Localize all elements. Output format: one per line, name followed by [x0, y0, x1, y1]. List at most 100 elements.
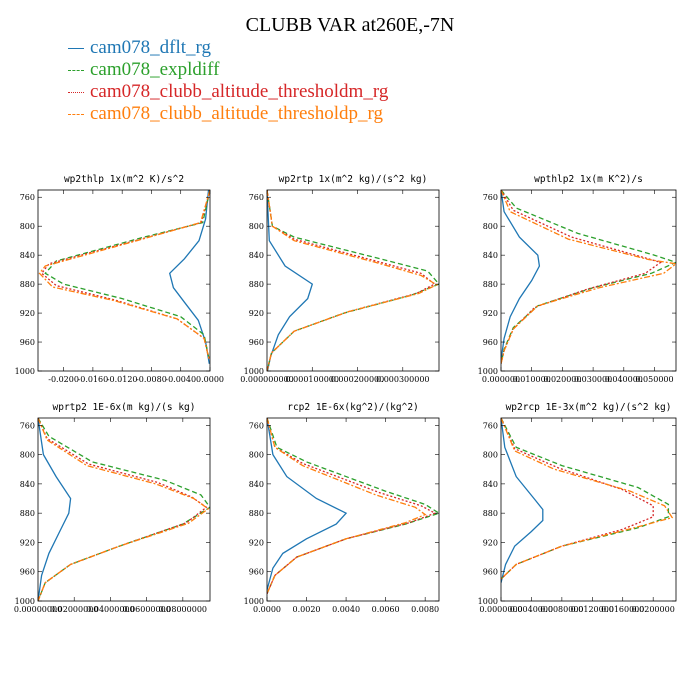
y-tick-label: 920: [483, 309, 498, 318]
y-tick-label: 760: [249, 421, 264, 430]
series-line: [267, 190, 439, 371]
y-tick-label: 1000: [244, 367, 264, 376]
x-tick-label: 0.050000: [635, 375, 673, 384]
x-tick-label: 0.0200000: [632, 605, 675, 614]
panel-title: wp2thlp 1x(m^2 K)/s^2: [64, 174, 184, 185]
y-tick-label: 760: [483, 421, 498, 430]
x-tick-label: 0.0000: [253, 605, 281, 614]
y-tick-label: 1000: [15, 597, 35, 606]
x-tick-label: 0.000100000: [286, 375, 339, 384]
legend-label: cam078_clubb_altitude_thresholdm_rg: [90, 81, 389, 102]
x-tick-label: 0.000300000: [376, 375, 429, 384]
y-tick-label: 800: [483, 222, 498, 231]
chart-panel: wp2thlp 1x(m^2 K)/s^2 760 800 840 880 920 960 1…: [15, 174, 224, 384]
series-line: [267, 418, 439, 594]
series-line: [168, 190, 210, 364]
x-tick-label: 0.0000000: [479, 605, 522, 614]
y-tick-label: 1000: [478, 597, 498, 606]
legend-swatch: [68, 48, 84, 49]
series-line: [267, 418, 348, 591]
y-tick-label: 960: [249, 568, 264, 577]
series-line: [38, 418, 210, 601]
y-tick-label: 880: [20, 509, 35, 518]
x-tick-label: 0.000000000: [240, 375, 293, 384]
y-tick-label: 1000: [15, 367, 35, 376]
series-line: [38, 418, 208, 601]
y-tick-label: 960: [483, 338, 498, 347]
x-tick-label: 0.0120000: [571, 605, 614, 614]
y-tick-label: 880: [249, 280, 264, 289]
series-line: [40, 190, 210, 361]
legend-swatch: [68, 92, 84, 93]
x-tick-label: 0.020000: [543, 375, 581, 384]
x-tick-label: 0.040000: [605, 375, 643, 384]
panel-title: wprtp2 1E-6x(m kg)/(s kg): [53, 402, 196, 413]
y-tick-label: 800: [249, 222, 264, 231]
chart-panel: wp2rtp 1x(m^2 kg)/(s^2 kg) 760 800 840 880 92…: [240, 174, 440, 384]
x-tick-label: 0.0020: [293, 605, 321, 614]
legend-label: cam078_clubb_altitude_thresholdp_rg: [90, 103, 384, 124]
chart-panel: wpthlp2 1x(m K^2)/s 760 800 840 880 920 960 100…: [478, 174, 677, 384]
series-line: [38, 418, 72, 601]
x-tick-label: -0.0160: [78, 375, 109, 384]
x-tick-label: 0.0040000: [510, 605, 553, 614]
y-tick-label: 920: [249, 538, 264, 547]
y-tick-label: 800: [20, 222, 35, 231]
y-tick-label: 1000: [244, 597, 264, 606]
series-line: [267, 190, 439, 371]
y-tick-label: 840: [483, 480, 498, 489]
chart-panel: wprtp2 1E-6x(m kg)/(s kg) 760 800 840 880 920…: [14, 402, 211, 614]
x-tick-label: -0.0120: [107, 375, 138, 384]
panel-title: rcp2 1E-6x(kg^2)/(kg^2): [287, 402, 419, 413]
chart-panel: wp2rcp 1E-3x(m^2 kg)/(s^2 kg) 760 800 840 88…: [478, 402, 677, 614]
y-tick-label: 920: [249, 309, 264, 318]
series-line: [501, 418, 674, 580]
x-tick-label: 0.0160000: [601, 605, 644, 614]
x-tick-label: 0.04000000: [86, 605, 134, 614]
panel-title: wp2rtp 1x(m^2 kg)/(s^2 kg): [279, 174, 428, 185]
x-tick-label: 0.0060: [372, 605, 400, 614]
series-line: [267, 190, 436, 371]
y-tick-label: 880: [249, 509, 264, 518]
y-tick-label: 840: [249, 251, 264, 260]
x-tick-label: 0.00000000: [14, 605, 62, 614]
y-tick-label: 800: [483, 451, 498, 460]
x-tick-label: 0.030000: [574, 375, 612, 384]
series-line: [501, 190, 541, 361]
plot-frame: [266, 417, 440, 602]
y-tick-label: 800: [249, 451, 264, 460]
x-tick-label: 0.08000000: [159, 605, 207, 614]
y-tick-label: 840: [20, 480, 35, 489]
chart-panel: rcp2 1E-6x(kg^2)/(kg^2) 760 800 840 880 920 96…: [244, 402, 440, 614]
legend-label: cam078_expldiff: [90, 59, 220, 80]
series-line: [267, 418, 427, 594]
y-tick-label: 960: [20, 338, 35, 347]
y-tick-label: 760: [249, 193, 264, 202]
series-line: [267, 190, 314, 371]
y-tick-label: 760: [20, 193, 35, 202]
plot-frame: [266, 189, 440, 372]
y-tick-label: 760: [483, 193, 498, 202]
y-tick-label: 840: [249, 480, 264, 489]
y-tick-label: 880: [483, 280, 498, 289]
y-tick-label: 880: [483, 509, 498, 518]
page-title: CLUBB VAR at260E,-7N: [245, 14, 455, 36]
panel-title: wpthlp2 1x(m K^2)/s: [534, 174, 643, 185]
y-tick-label: 920: [20, 538, 35, 547]
y-tick-label: 760: [20, 421, 35, 430]
legend-label: cam078_dflt_rg: [90, 37, 212, 58]
plot-frame: [500, 189, 677, 372]
plot-frame: [37, 189, 211, 372]
x-tick-label: 0.0080: [411, 605, 439, 614]
y-tick-label: 920: [20, 309, 35, 318]
y-tick-label: 840: [20, 251, 35, 260]
series-line: [38, 190, 210, 361]
x-tick-label: 0.0000: [196, 375, 224, 384]
y-tick-label: 960: [20, 568, 35, 577]
plot-frame: [37, 417, 211, 602]
legend-swatch: [68, 70, 84, 71]
series-line: [38, 418, 210, 601]
x-tick-label: 0.000200000: [331, 375, 384, 384]
series-line: [501, 418, 654, 580]
